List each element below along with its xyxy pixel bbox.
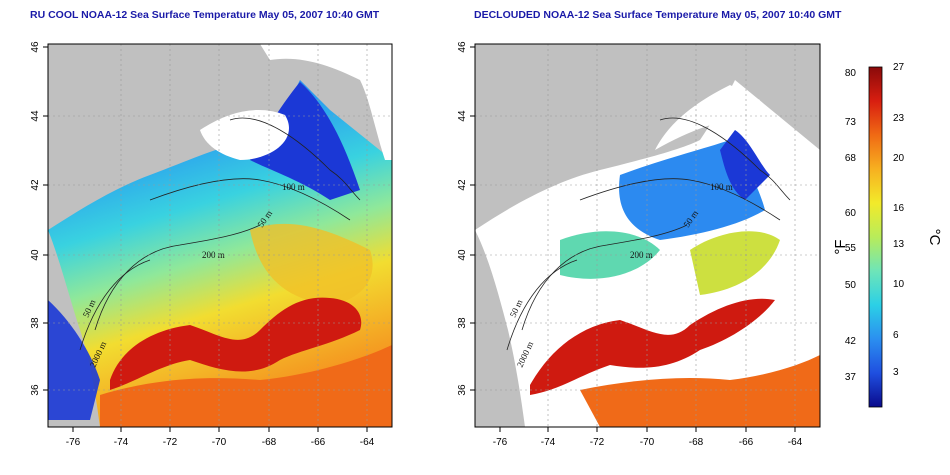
coastal-cold-water — [48, 300, 100, 420]
y-tick-label: 42 — [457, 179, 468, 191]
cloud-region-2 — [200, 110, 289, 160]
warm-sargasso — [580, 355, 820, 427]
left-gridlines — [48, 44, 392, 427]
gulf-stream — [110, 297, 362, 390]
y-tick-label: 44 — [457, 110, 468, 122]
colorbar-ticks: 80 73 68 60 55 50 42 37 27 23 20 16 13 10 6 3 — [845, 62, 905, 383]
cloud-region — [655, 85, 760, 150]
y-tick-label: 40 — [457, 249, 468, 261]
y-tick-label: 46 — [30, 41, 41, 53]
x-tick-label: -76 — [66, 437, 81, 448]
left-map-frame — [47, 43, 393, 428]
x-tick-label: -74 — [541, 437, 556, 448]
isobath-2000m — [521, 224, 688, 331]
x-tick-label: -64 — [788, 437, 803, 448]
isobath-200m — [579, 178, 781, 221]
x-tick-label: -70 — [640, 437, 655, 448]
right-map-panel: 100 m 50 m 200 m 50 m 2000 m — [475, 44, 820, 427]
x-tick-label: -72 — [163, 437, 178, 448]
colorbar-celsius-tick: 20 — [893, 153, 905, 164]
cold-water-region — [720, 130, 770, 200]
x-tick-label: -68 — [262, 437, 277, 448]
y-tick-label: 40 — [30, 249, 41, 261]
right-gridlines — [475, 44, 820, 427]
colorbar-fahrenheit-tick: 60 — [845, 208, 857, 219]
colorbar-celsius-tick: 27 — [893, 62, 905, 73]
colorbar-fahrenheit-tick: 42 — [845, 336, 857, 347]
y-tick-label: 38 — [30, 317, 41, 329]
y-tick-label: 42 — [30, 179, 41, 191]
warm-patch — [690, 231, 780, 295]
x-tick-label: -72 — [590, 437, 605, 448]
left-map-panel: 100 m 50 m 200 m 50 m 2000 m — [48, 44, 392, 427]
y-tick-label: 36 — [457, 384, 468, 396]
warm-patch — [250, 223, 373, 305]
isobath-50m — [506, 259, 578, 351]
colorbar-fahrenheit-tick: 37 — [845, 372, 857, 383]
isobath-200m — [149, 178, 351, 221]
colorbar-celsius-tick: 16 — [893, 203, 905, 214]
colorbar-celsius-tick: 6 — [893, 330, 899, 341]
y-tick-label: 44 — [30, 110, 41, 122]
cloud-region — [260, 44, 392, 160]
colorbar-celsius-tick: 10 — [893, 279, 905, 290]
x-tick-label: -74 — [114, 437, 129, 448]
x-tick-label: -64 — [360, 437, 375, 448]
isobath-100m — [229, 117, 361, 201]
contour-label: 100 m — [710, 182, 733, 192]
colorbar-fahrenheit-tick: 68 — [845, 153, 857, 164]
isobath-2000m — [94, 224, 261, 331]
y-tick-label: 36 — [30, 384, 41, 396]
celsius-unit-label: °C — [926, 229, 943, 246]
y-tick-label: 46 — [457, 41, 468, 53]
colorbar-celsius-tick: 3 — [893, 367, 899, 378]
coastal-land — [475, 230, 525, 427]
left-panel-title: RU COOL NOAA-12 Sea Surface Temperature … — [30, 9, 380, 21]
colorbar-fahrenheit-tick: 80 — [845, 68, 857, 79]
isobath-100m — [659, 117, 791, 201]
y-tick-label: 38 — [457, 317, 468, 329]
x-tick-label: -70 — [212, 437, 227, 448]
colorbar-celsius-tick: 13 — [893, 239, 905, 250]
x-tick-label: -68 — [689, 437, 704, 448]
x-tick-label: -76 — [493, 437, 508, 448]
isobath-50m — [79, 259, 151, 351]
warm-sargasso — [100, 345, 392, 427]
colorbar-fahrenheit-tick: 50 — [845, 280, 857, 291]
colorbar-fahrenheit-tick: 73 — [845, 117, 857, 128]
colorbar-celsius-tick: 23 — [893, 113, 905, 124]
colorbar — [868, 66, 883, 408]
right-panel-title: DECLOUDED NOAA-12 Sea Surface Temperatur… — [474, 9, 842, 21]
cold-water-region — [250, 82, 360, 200]
colorbar-fahrenheit-tick: 55 — [845, 243, 857, 254]
x-tick-label: -66 — [311, 437, 326, 448]
gulf-stream — [530, 298, 775, 395]
map-axes: -76 -74 -72 -70 -68 -66 -64 36 38 40 42 44 46 -76 -74 -… — [30, 41, 803, 448]
contour-label: 100 m — [282, 182, 305, 192]
x-tick-label: -66 — [739, 437, 754, 448]
fahrenheit-unit-label: °F — [832, 239, 849, 254]
